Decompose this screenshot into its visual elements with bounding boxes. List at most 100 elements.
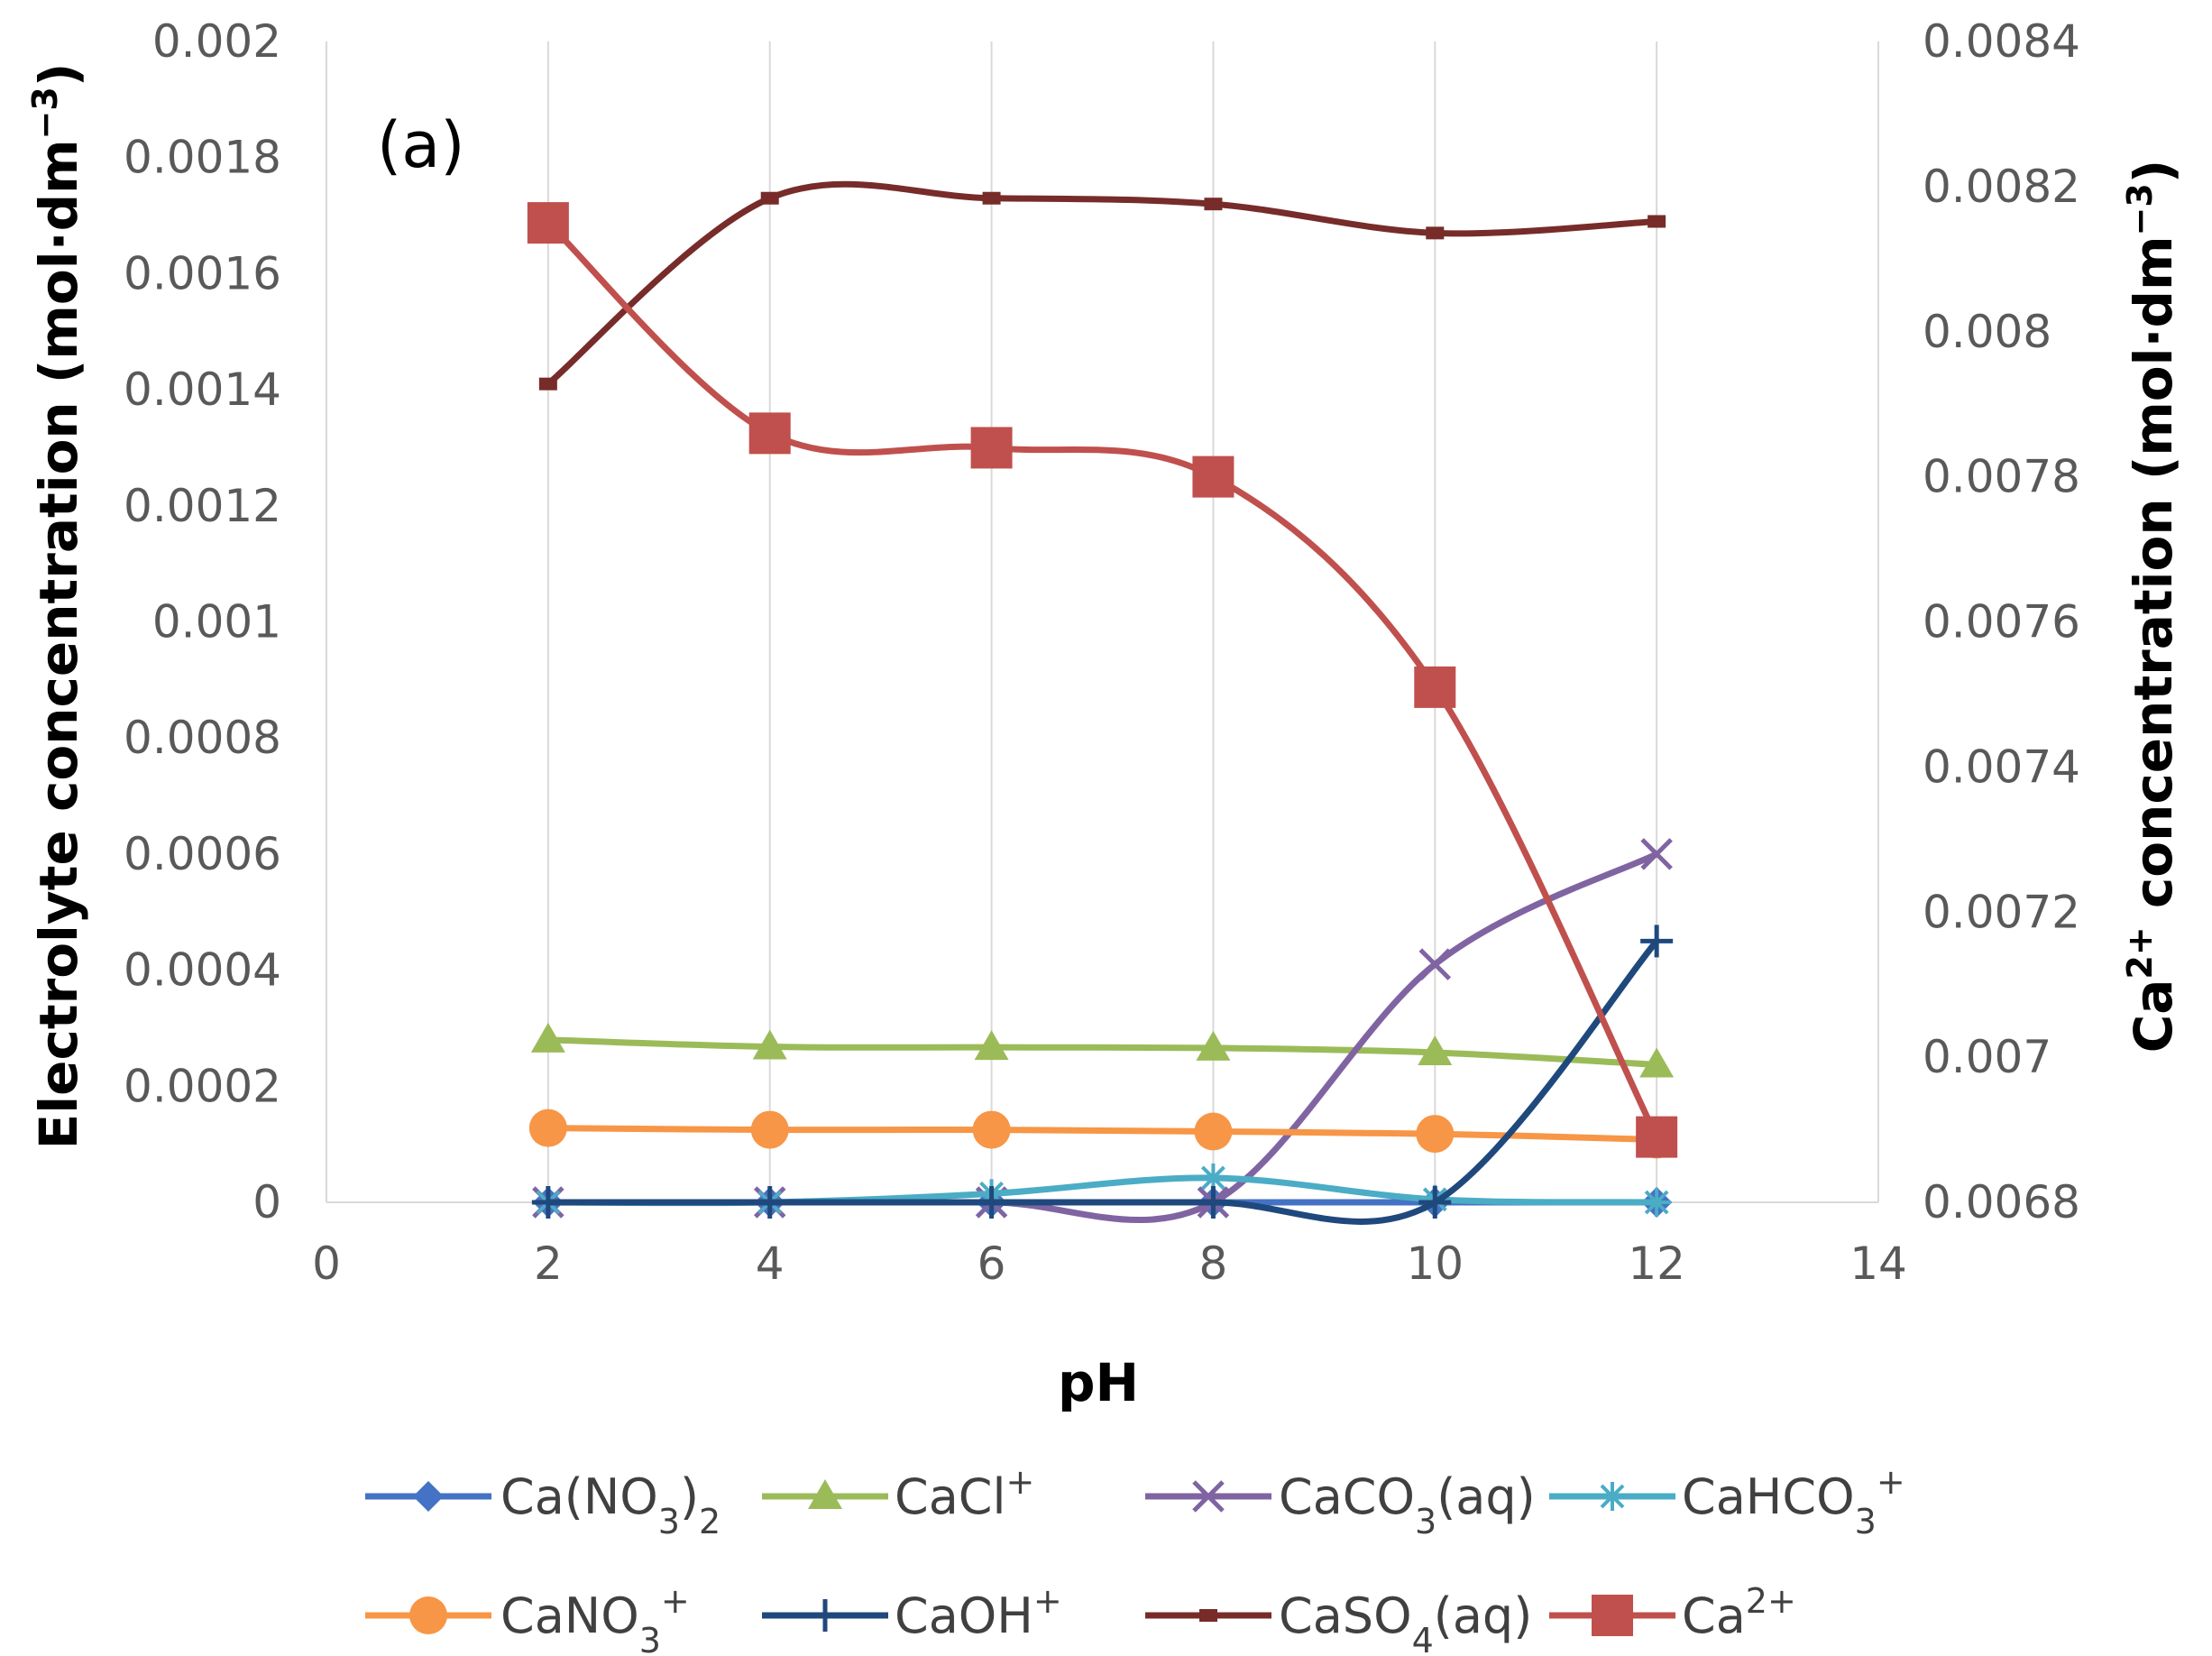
data-point-caco3 (1418, 948, 1452, 980)
legend-marker (809, 1599, 841, 1632)
right-y-tick-label: 0.0074 (1923, 741, 2080, 793)
data-point-caoh (753, 1186, 786, 1219)
legend-label-base: CaSO (1279, 1587, 1412, 1644)
left-y-tick-label: 0.001 (152, 596, 281, 649)
left-axis-title-sup: −3 (25, 87, 65, 139)
left-y-tick-label: 0.0008 (124, 712, 281, 764)
data-point-caco3 (1640, 838, 1673, 870)
right-y-tick-label: 0.0072 (1923, 886, 2080, 938)
marker-x-stroke (1640, 838, 1673, 870)
x-tick-label: 4 (756, 1237, 785, 1290)
legend-label-sub: 3 (1415, 1502, 1436, 1541)
series-cacl (530, 1022, 1675, 1078)
marker-x-stroke (1418, 948, 1452, 980)
panel-label: (a) (377, 108, 465, 182)
left-axis-title-main: Electrolyte concentration (mol·dm (28, 139, 89, 1149)
right-axis-title-main: concentration (mol·dm (2123, 236, 2184, 927)
x-axis-title: pH (1058, 1352, 1139, 1413)
right-axis-title: Ca2+ concentration (mol·dm−3) (2120, 160, 2184, 1053)
data-point-caoh (975, 1186, 1008, 1219)
series-cano3 (528, 1109, 1676, 1159)
marker-star-stroke (1600, 1484, 1625, 1509)
legend-label-cano3: CaNO3+ (500, 1581, 690, 1656)
series-line-caso4 (545, 180, 1660, 388)
data-point-caso4 (982, 191, 1001, 205)
data-point-cano3 (528, 1109, 567, 1147)
legend-label-base: CaCO (1279, 1468, 1415, 1525)
legend-marker (413, 1481, 444, 1512)
legend-item-cano32: Ca(NO3)2 (365, 1468, 721, 1541)
x-tick-label: 10 (1406, 1237, 1464, 1290)
legend-label-sub: 3 (1855, 1502, 1877, 1541)
x-tick-label: 12 (1628, 1237, 1685, 1290)
legend-item-cahco3: CaHCO3+ (1549, 1462, 1905, 1541)
series-line-ca2 (545, 219, 1660, 1141)
data-point-ca2 (748, 412, 791, 455)
legend-item-caso4: CaSO4(aq) (1145, 1587, 1532, 1656)
legend-label-sub2: 2 (699, 1502, 721, 1541)
left-y-tick-label: 0.0018 (124, 132, 281, 184)
data-point-ca2 (1414, 666, 1456, 708)
data-point-caoh (1640, 925, 1674, 958)
legend-marker (1192, 1480, 1225, 1513)
data-point-cacl (752, 1029, 787, 1060)
x-tick-label: 2 (534, 1237, 563, 1290)
legend-label-rest: (aq) (1434, 1587, 1533, 1644)
x-tick-label: 6 (978, 1237, 1006, 1290)
left-y-tick-label: 0.0004 (124, 944, 281, 997)
series-caso4 (538, 180, 1666, 391)
legend-label-sub: 4 (1412, 1621, 1434, 1656)
legend-label-rest: (aq) (1436, 1468, 1536, 1525)
data-point-caso4 (1648, 215, 1666, 228)
legend-item-cacl: CaCl+ (762, 1462, 1034, 1525)
data-point-cacl (530, 1022, 565, 1053)
legend-marker (409, 1596, 447, 1634)
legend-label-base: CaNO (500, 1587, 639, 1644)
data-point-cahco3 (1198, 1163, 1228, 1192)
data-point-ca2 (970, 427, 1013, 469)
right-axis-title-sup2: −3 (2120, 183, 2160, 235)
legend-label-base: Ca(NO (500, 1468, 658, 1525)
legend-label-sub: 3 (658, 1502, 680, 1541)
right-y-tick-label: 0.0078 (1923, 451, 2080, 503)
data-point-cacl (974, 1030, 1009, 1061)
marker-star-stroke (1644, 1190, 1669, 1215)
legend-item-cano3: CaNO3+ (365, 1581, 690, 1656)
right-y-tick-label: 0.008 (1923, 306, 2051, 358)
legend-label-base: CaCl (895, 1468, 1006, 1525)
series-line-cacl (545, 1036, 1660, 1068)
marker-star-stroke (1201, 1165, 1225, 1191)
legend-item-ca2: Ca2+ (1549, 1581, 1796, 1644)
legend-label-sub: 3 (639, 1621, 661, 1656)
data-point-caso4 (538, 377, 557, 391)
legend-marker (1598, 1482, 1627, 1511)
legend-label-caco3: CaCO3(aq) (1279, 1468, 1536, 1541)
right-y-tick-label: 0.0082 (1923, 161, 2080, 213)
left-y-tick-label: 0.0012 (124, 480, 281, 532)
data-point-caoh (531, 1186, 564, 1219)
series-layer (527, 180, 1678, 1225)
legend-label-sup: + (1006, 1462, 1035, 1502)
data-point-ca2 (1636, 1116, 1678, 1158)
data-point-cano3 (750, 1110, 789, 1149)
left-y-tick-label: 0 (252, 1176, 281, 1228)
left-y-tick-label: 0.0006 (124, 828, 281, 880)
data-point-cacl (1196, 1030, 1231, 1061)
legend-item-caoh: CaOH+ (762, 1581, 1062, 1644)
legend-label-caoh: CaOH+ (895, 1581, 1062, 1644)
data-point-caoh (1418, 1186, 1452, 1219)
legend-label-caso4: CaSO4(aq) (1279, 1587, 1532, 1656)
left-y-tick-label: 0.0014 (124, 363, 281, 416)
legend-label-ca2: Ca2+ (1682, 1581, 1796, 1644)
left-axis-title-close: ) (28, 63, 89, 87)
data-point-ca2 (527, 202, 569, 244)
legend-label-sup: + (661, 1581, 690, 1621)
data-point-caoh (1197, 1186, 1230, 1219)
tick-labels: 0 2 4 6 8 10 12 14 0 0.0002 0.0004 0.0006 0.0008 0.00… (124, 15, 2080, 1290)
data-point-cacl (1639, 1047, 1675, 1078)
right-y-tick-label: 0.007 (1923, 1031, 2051, 1083)
data-point-cano3 (1194, 1112, 1233, 1151)
left-y-tick-label: 0.0016 (124, 247, 281, 299)
